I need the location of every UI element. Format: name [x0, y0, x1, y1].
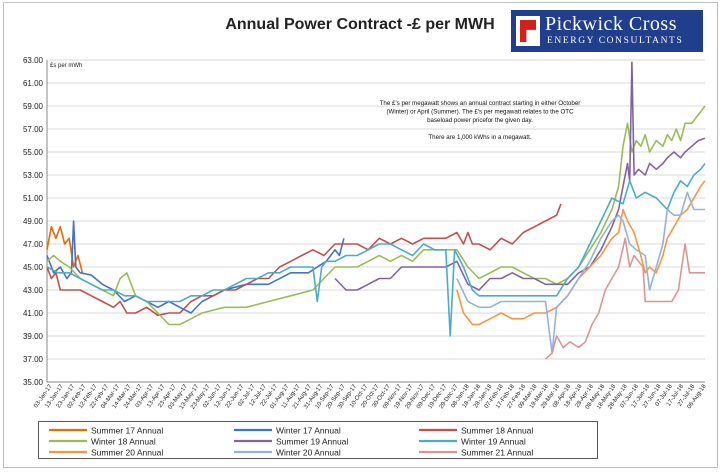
y-tick-label: 61.00	[23, 79, 44, 88]
legend-label: Summer 17 Annual	[91, 426, 163, 436]
y-tick-label: 49.00	[23, 217, 44, 226]
y-tick-label: 39.00	[23, 332, 44, 341]
y-tick-label: 47.00	[23, 240, 44, 249]
series-line-winter-18-annual	[46, 105, 706, 326]
series-line-summer-18-annual	[46, 203, 562, 317]
company-logo: Pickwick Cross ENERGY CONSULTANTS	[511, 10, 703, 52]
axis-layer: 35.00 37.00 39.00 41.00 43.00 45.00 47.00 49.00…	[23, 56, 708, 411]
legend-label: Winter 20 Annual	[276, 448, 341, 458]
legend-label: Summer 20 Annual	[91, 448, 163, 458]
legend-label: Summer 19 Annual	[276, 437, 348, 447]
legend-label: Summer 18 Annual	[461, 426, 533, 436]
annotation-line: The £'s per megawatt shows an annual con…	[380, 100, 581, 107]
y-tick-label: 63.00	[23, 56, 44, 65]
legend-label: Winter 17 Annual	[276, 426, 341, 436]
y-tick-label: 53.00	[23, 171, 44, 180]
y-axis-label: £s per mWh	[50, 63, 82, 69]
annotation-line: There are 1,000 kWhs in a megawatt.	[428, 134, 531, 141]
chart-annotation: The £'s per megawatt shows an annual con…	[380, 100, 581, 141]
legend-label: Winter 18 Annual	[91, 437, 156, 447]
series-line-summer-20-annual	[456, 180, 706, 326]
y-tick-label: 57.00	[23, 125, 44, 134]
y-tick-label: 51.00	[23, 194, 44, 203]
grid-layer	[47, 59, 705, 383]
y-tick-label: 45.00	[23, 263, 44, 272]
legend-label: Winter 19 Annual	[461, 437, 526, 447]
series-line-summer-17-annual	[46, 226, 84, 273]
y-tick-label: 41.00	[23, 309, 44, 318]
series-line-winter-17-annual	[46, 220, 345, 314]
annotation-line: baseload power pricefor the given day.	[427, 117, 533, 124]
logo-mark-icon	[516, 16, 540, 46]
y-tick-label: 55.00	[23, 148, 44, 157]
series-layer	[46, 61, 706, 360]
series-line-winter-20-annual	[456, 191, 705, 355]
chart-title: Annual Power Contract -£ per MWH	[225, 16, 495, 33]
series-line-summer-19-annual	[334, 61, 706, 291]
y-tick-label: 37.00	[23, 355, 44, 364]
y-tick-label: 35.00	[23, 378, 44, 387]
logo-name: Pickwick Cross	[545, 13, 677, 35]
series-line-summer-21-annual	[544, 237, 705, 360]
y-tick-label: 59.00	[23, 102, 44, 111]
annotation-line: (Winter) or April (Summer). The £'s per …	[386, 109, 574, 116]
y-tick-label: 43.00	[23, 286, 44, 295]
logo-subtitle: ENERGY CONSULTANTS	[547, 36, 684, 46]
legend-label: Summer 21 Annual	[461, 448, 533, 458]
series-line-winter-19-annual	[46, 163, 706, 337]
chart-legend: Summer 17 Annual Winter 17 Annual Summer 1…	[38, 421, 598, 459]
